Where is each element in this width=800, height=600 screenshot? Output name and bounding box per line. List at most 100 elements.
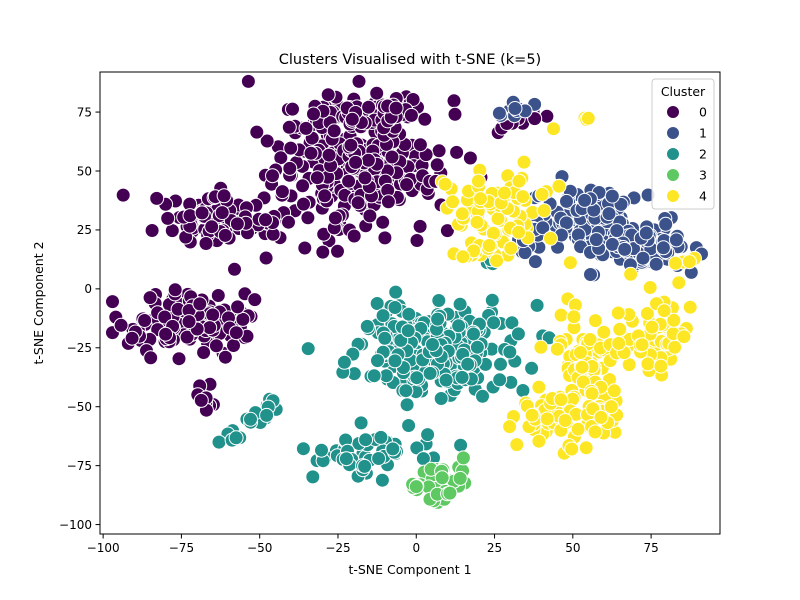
data-point xyxy=(442,485,458,501)
data-point xyxy=(587,313,603,329)
data-point xyxy=(671,275,687,291)
x-axis: −100 −75 −50 −25 0 25 50 75 xyxy=(87,534,659,555)
plot-frame xyxy=(99,71,721,535)
data-point xyxy=(227,261,242,277)
data-point xyxy=(297,240,313,256)
data-point xyxy=(205,307,221,323)
data-point xyxy=(282,160,298,176)
data-point xyxy=(492,372,508,388)
data-point xyxy=(158,326,174,342)
x-axis-label: t-SNE Component 1 xyxy=(348,562,471,577)
data-point xyxy=(475,388,490,404)
data-point xyxy=(611,335,627,351)
data-point xyxy=(359,318,375,334)
data-point xyxy=(249,124,265,140)
data-point xyxy=(300,341,316,357)
y-tick-label: −50 xyxy=(67,400,92,414)
data-point xyxy=(570,421,586,437)
data-point xyxy=(317,188,333,204)
data-point xyxy=(296,196,311,212)
legend-label: 2 xyxy=(699,147,707,162)
data-point xyxy=(412,218,428,234)
data-point xyxy=(429,157,445,173)
data-point xyxy=(656,303,672,319)
data-point xyxy=(682,299,698,315)
data-point xyxy=(341,173,357,189)
data-point xyxy=(455,249,471,265)
data-point xyxy=(399,177,415,193)
data-point xyxy=(217,227,233,243)
data-point xyxy=(409,233,425,248)
data-point xyxy=(511,224,527,240)
legend-marker xyxy=(666,189,680,203)
data-point xyxy=(470,173,486,189)
data-point xyxy=(371,451,387,466)
data-point xyxy=(192,296,208,312)
data-point xyxy=(438,372,454,388)
data-point xyxy=(326,123,342,139)
data-point xyxy=(515,383,531,398)
data-point xyxy=(527,254,543,270)
data-point xyxy=(196,345,212,360)
data-point xyxy=(451,318,467,334)
data-point xyxy=(105,294,120,310)
data-point xyxy=(353,415,369,431)
data-point xyxy=(144,223,160,238)
data-point xyxy=(295,441,311,457)
data-point xyxy=(298,120,314,136)
data-point xyxy=(274,184,290,200)
legend-item-4: 4 xyxy=(666,189,707,204)
data-point xyxy=(562,255,578,271)
data-point xyxy=(493,356,508,372)
x-tick-label: 75 xyxy=(643,541,658,555)
data-point xyxy=(601,206,617,222)
data-point xyxy=(211,434,227,450)
data-point xyxy=(321,147,337,163)
data-point xyxy=(486,315,502,331)
data-point xyxy=(198,236,214,251)
data-point xyxy=(502,419,518,435)
data-point xyxy=(265,168,280,184)
data-point xyxy=(258,212,273,228)
data-point xyxy=(306,106,321,122)
data-point xyxy=(559,193,574,209)
y-axis-label: t-SNE Component 2 xyxy=(31,241,46,364)
data-point xyxy=(228,430,244,446)
data-point xyxy=(370,353,385,369)
data-point xyxy=(281,119,297,135)
data-point xyxy=(247,292,263,308)
data-point xyxy=(217,349,233,365)
data-point xyxy=(295,178,311,194)
data-point xyxy=(285,101,300,117)
data-point xyxy=(623,266,639,282)
data-point xyxy=(431,293,447,308)
y-tick-label: −100 xyxy=(59,518,92,532)
data-point xyxy=(454,369,470,385)
data-point xyxy=(536,203,552,219)
data-point xyxy=(503,240,519,256)
data-point xyxy=(229,216,245,232)
data-point xyxy=(357,458,373,474)
data-point xyxy=(553,392,569,408)
data-point xyxy=(408,479,424,495)
series-2 xyxy=(211,252,557,488)
legend-marker xyxy=(666,168,680,182)
data-point xyxy=(182,208,198,224)
data-point xyxy=(553,307,569,323)
data-point xyxy=(573,345,588,360)
data-point xyxy=(588,232,604,248)
data-point xyxy=(447,106,463,122)
data-point xyxy=(462,150,478,166)
data-point xyxy=(400,323,416,339)
x-tick-label: 50 xyxy=(565,541,580,555)
data-point xyxy=(115,187,131,203)
data-point xyxy=(524,360,540,376)
data-point xyxy=(369,296,385,311)
data-point xyxy=(511,173,527,189)
data-point xyxy=(398,383,414,399)
data-point xyxy=(580,110,596,126)
y-tick-label: −75 xyxy=(67,459,92,473)
y-tick-label: 0 xyxy=(84,282,92,296)
data-point xyxy=(453,437,469,453)
data-point xyxy=(214,205,230,221)
